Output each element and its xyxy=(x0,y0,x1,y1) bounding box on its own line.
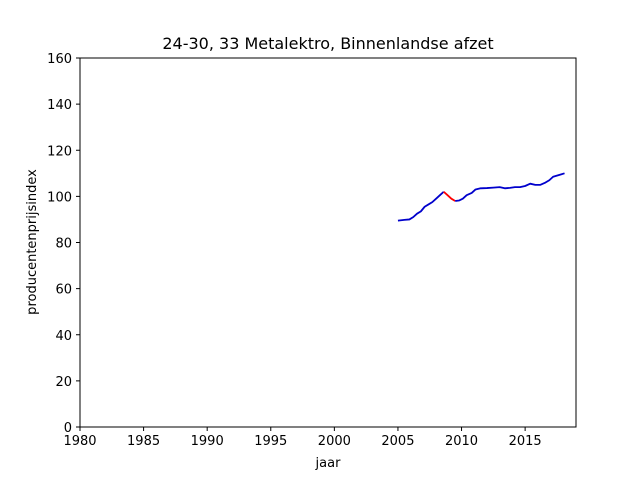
chart-title: 24-30, 33 Metalektro, Binnenlandse afzet xyxy=(162,34,493,53)
y-tick-label: 140 xyxy=(47,98,72,113)
series-line-decline-segment xyxy=(443,191,456,202)
y-tick-label: 80 xyxy=(55,237,72,252)
y-axis-label: producentenprijsindex xyxy=(25,169,40,315)
y-tick-label: 0 xyxy=(64,421,72,436)
plot-frame xyxy=(79,57,577,428)
x-axis-label: jaar xyxy=(315,456,342,471)
x-tick-label: 2005 xyxy=(381,434,414,449)
y-tick-label: 120 xyxy=(47,144,72,159)
x-tick-label: 2000 xyxy=(318,434,351,449)
series-layer xyxy=(397,172,565,222)
y-tick-label: 40 xyxy=(55,329,72,344)
x-tick-label: 2015 xyxy=(509,434,542,449)
x-tick-label: 1980 xyxy=(63,434,96,449)
y-tick-label: 60 xyxy=(55,283,72,298)
ticks-layer: 1980 1985 1990 1995 2000 2005 2010 2015 0 20 40 60 8… xyxy=(47,52,542,449)
x-tick-label: 1990 xyxy=(191,434,224,449)
x-tick-label: 1995 xyxy=(254,434,287,449)
y-tick-label: 20 xyxy=(55,375,72,390)
series-line-segment-2 xyxy=(455,172,565,202)
x-tick-label: 1985 xyxy=(127,434,160,449)
x-tick-label: 2010 xyxy=(445,434,478,449)
y-tick-label: 160 xyxy=(47,52,72,67)
series-line-segment-0 xyxy=(397,191,445,222)
y-tick-label: 100 xyxy=(47,190,72,205)
